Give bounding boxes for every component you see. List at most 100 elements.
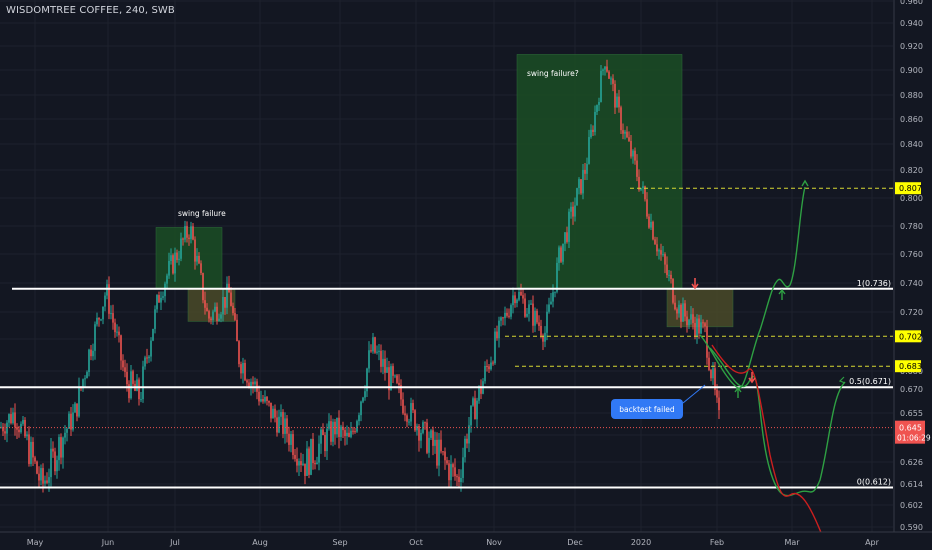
candle-body bbox=[300, 461, 302, 466]
candle-body bbox=[718, 397, 720, 411]
price-highlight-badge bbox=[895, 182, 921, 195]
price-tick-label: 0.760 bbox=[900, 250, 923, 259]
price-tick-label: 0.800 bbox=[900, 194, 923, 203]
candle-body bbox=[164, 283, 166, 297]
candle-body bbox=[446, 460, 448, 464]
candle-body bbox=[536, 310, 538, 323]
bearish-projection-path bbox=[711, 344, 823, 536]
candle-body bbox=[520, 291, 522, 296]
time-tick-label: Dec bbox=[567, 538, 582, 547]
candle-body bbox=[162, 296, 164, 298]
time-axis[interactable]: May Jun Jul Aug Sep Oct Nov Dec 2020 Feb Mar Apr bbox=[0, 531, 932, 550]
candle-body bbox=[504, 312, 506, 319]
time-tick-label: Jul bbox=[169, 538, 180, 547]
candle-body bbox=[104, 295, 106, 307]
fib-level-label: 0(0.612) bbox=[857, 478, 891, 487]
candle-body bbox=[372, 337, 374, 352]
candle-body bbox=[684, 303, 686, 317]
candle-body bbox=[298, 461, 300, 466]
candle-body bbox=[236, 319, 238, 342]
candle-body bbox=[618, 96, 620, 108]
price-tick-label: 0.590 bbox=[900, 523, 923, 532]
candle-body bbox=[636, 160, 638, 177]
candle-body bbox=[476, 400, 478, 420]
candle-body bbox=[516, 299, 518, 304]
candle-body bbox=[424, 422, 426, 424]
candle-body bbox=[678, 304, 680, 314]
candle-body bbox=[586, 163, 588, 174]
candle-body bbox=[436, 439, 438, 466]
candle-body bbox=[362, 397, 364, 402]
candle-body bbox=[432, 430, 434, 446]
candle-body bbox=[232, 305, 234, 314]
price-tick-label: 0.940 bbox=[900, 19, 923, 28]
candle-body bbox=[234, 313, 236, 320]
candle-body bbox=[58, 437, 60, 461]
candle-body bbox=[204, 300, 206, 308]
callout-box bbox=[611, 399, 683, 419]
candle-body bbox=[564, 232, 566, 244]
candle-body bbox=[250, 381, 252, 388]
candle-body bbox=[380, 350, 382, 367]
candle-body bbox=[360, 401, 362, 416]
candle-body bbox=[284, 418, 286, 434]
candle-body bbox=[526, 313, 528, 317]
candle-body bbox=[452, 464, 454, 468]
candle-body bbox=[500, 317, 502, 321]
candle-body bbox=[208, 311, 210, 319]
bullish-projection-path bbox=[699, 186, 806, 389]
price-axis[interactable]: 0.960 0.940 0.920 0.900 0.880 0.860 0.840 0.820… bbox=[893, 0, 932, 550]
candle-body bbox=[658, 250, 660, 252]
candle-body bbox=[172, 255, 174, 274]
candle-body bbox=[674, 302, 676, 310]
candle-body bbox=[704, 323, 706, 327]
candle-body bbox=[248, 382, 250, 388]
candle-body bbox=[648, 216, 650, 228]
candle-body bbox=[370, 350, 372, 352]
candle-body bbox=[280, 412, 282, 417]
candle-body bbox=[510, 305, 512, 317]
candle-body bbox=[340, 426, 342, 437]
candle-body bbox=[242, 362, 244, 374]
candle-body bbox=[274, 408, 276, 418]
candle-body bbox=[690, 314, 692, 320]
candle-body bbox=[106, 284, 108, 296]
candle-body bbox=[702, 322, 704, 324]
candle-body bbox=[212, 311, 214, 321]
candle-body bbox=[634, 150, 636, 161]
price-tick-label: 0.900 bbox=[900, 66, 923, 75]
candle-body bbox=[514, 295, 516, 304]
candle-body bbox=[588, 137, 590, 164]
candle-body bbox=[484, 365, 486, 382]
candle-body bbox=[206, 307, 208, 312]
candle-body bbox=[318, 443, 320, 463]
candle-body bbox=[496, 331, 498, 339]
candle-body bbox=[558, 247, 560, 263]
down-arrow-head-icon bbox=[691, 283, 699, 290]
candle-body bbox=[352, 430, 354, 432]
candle-body bbox=[524, 298, 526, 317]
candle-body bbox=[94, 324, 96, 351]
candle-body bbox=[386, 367, 388, 373]
candle-body bbox=[402, 399, 404, 414]
time-tick-label: Feb bbox=[710, 538, 724, 547]
candle-body bbox=[448, 463, 450, 481]
candle-body bbox=[488, 366, 490, 370]
candle-body bbox=[192, 226, 194, 240]
retest-zone bbox=[187, 288, 236, 322]
candle-body bbox=[614, 83, 616, 108]
candle-body bbox=[18, 429, 20, 433]
candle-body bbox=[544, 332, 546, 342]
candle-body bbox=[574, 205, 576, 217]
candle-body bbox=[572, 206, 574, 217]
candle-body bbox=[698, 318, 700, 334]
candle-body bbox=[350, 430, 352, 437]
arrow-head-icon bbox=[838, 376, 846, 384]
candle-body bbox=[304, 463, 306, 476]
candle-body bbox=[282, 412, 284, 434]
candle-body bbox=[4, 431, 6, 434]
candle-body bbox=[222, 297, 224, 315]
candle-body bbox=[198, 255, 200, 264]
candle-body bbox=[374, 337, 376, 353]
